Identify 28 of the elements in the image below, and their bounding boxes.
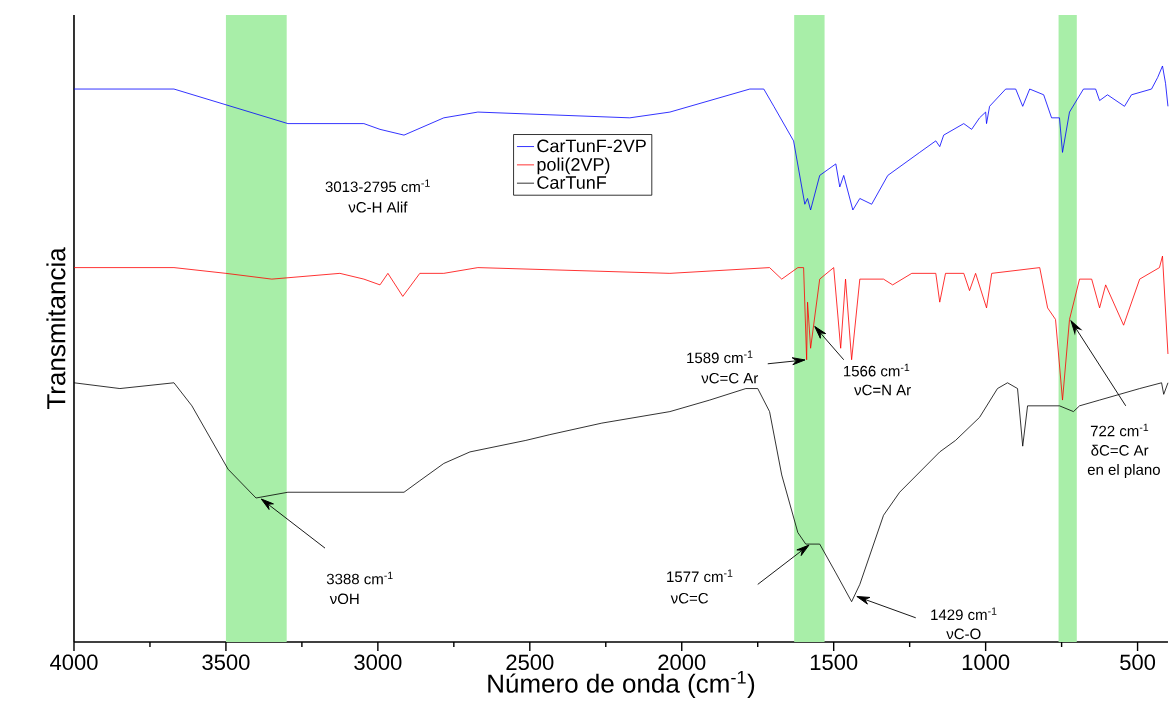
annotation: 1577 cm$^{-1}$ — [667, 569, 733, 583]
annotation: νC=C — [670, 592, 709, 604]
x-tick-label: 3500 — [202, 654, 250, 671]
x-tick-label: 1000 — [962, 654, 1010, 671]
annotation: 3013-2795 cm$^{-1}$ — [325, 179, 430, 193]
annotation: 3388 cm$^{-1}$ — [326, 571, 393, 585]
x-tick-label: 4000 — [50, 654, 98, 671]
legend-label: poli(2VP) — [537, 157, 610, 175]
x-axis-title: Número de onda (cm$^{-1}$) — [488, 670, 755, 698]
annotation: νOH — [329, 593, 359, 605]
legend-label: CarTunF — [537, 176, 607, 189]
x-tick-label: 2500 — [506, 654, 554, 671]
annotation: 722 cm$^{-1}$ — [1090, 423, 1149, 437]
annotation: 1566 cm$^{-1}$ — [844, 363, 910, 377]
annotation: en el plano — [1087, 463, 1160, 478]
annotation: νC=C Ar — [701, 372, 759, 384]
annotation: δC=C Ar — [1091, 444, 1149, 456]
x-tick-label: 3000 — [354, 654, 402, 671]
annotation: 1589 cm$^{-1}$ — [687, 350, 753, 364]
annotation: νC=N Ar — [854, 384, 911, 396]
x-tick-label: 500 — [1120, 654, 1156, 671]
y-axis-title: Transmitancia — [46, 247, 66, 410]
annotation: νC-O — [946, 628, 981, 640]
annotation: 1429 cm$^{-1}$ — [931, 607, 997, 621]
x-tick-label: 2000 — [658, 654, 706, 671]
annotation: νC-H Alif — [348, 201, 408, 213]
legend-label: CarTunF-2VP — [537, 139, 646, 153]
x-tick-label: 1500 — [810, 654, 858, 671]
